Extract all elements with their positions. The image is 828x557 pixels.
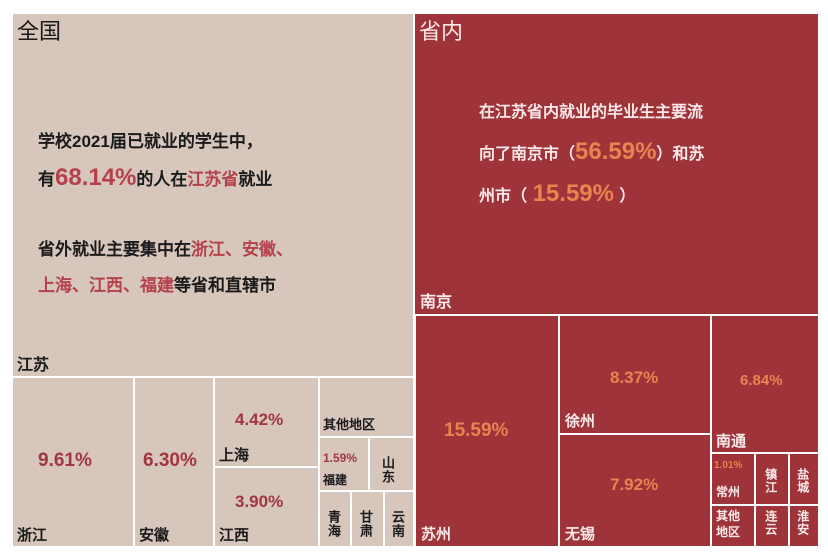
label-gansu: 甘肃: [356, 510, 372, 538]
national-panel: 全国 学校2021届已就业的学生中， 有68.14%的人在江苏省就业 省外就业主…: [13, 14, 413, 376]
nanjing-share: 56.59%: [575, 138, 657, 165]
pct-anhui: 6.30%: [143, 450, 197, 471]
suzhou-share: 15.59%: [532, 180, 614, 207]
label-changzhou: 常州: [716, 485, 741, 500]
provincial-title: 省内: [419, 20, 464, 45]
label-jiangxi: 江西: [219, 525, 250, 544]
cell-zhenjiang: 镇江: [756, 454, 788, 504]
pct-xuzhou: 8.37%: [610, 368, 659, 387]
national-title: 全国: [17, 20, 62, 45]
label-yancheng: 盐城: [795, 468, 810, 494]
label-qinghai: 青海: [324, 510, 340, 538]
provincial-summary-line1: 在江苏省内就业的毕业生主要流: [479, 102, 704, 121]
label-suzhou: 苏州: [421, 524, 452, 543]
pct-nantong: 6.84%: [740, 372, 783, 389]
cell-changzhou: 1.01% 常州: [712, 454, 754, 504]
pct-fujian: 1.59%: [323, 451, 358, 465]
label-wuxi: 无锡: [565, 524, 596, 543]
cell-shanghai: 4.42% 上海: [215, 378, 318, 466]
cell-huaian: 淮安: [790, 506, 818, 546]
label-national-other: 其他地区: [323, 418, 376, 434]
label-anhui: 安徽: [139, 525, 170, 544]
label-huaian: 淮安: [795, 510, 810, 536]
cell-suzhou: 15.59% 苏州: [416, 316, 558, 546]
label-fujian: 福建: [323, 473, 348, 488]
national-outside-line2: 上海、江西、福建等省和直辖市: [38, 276, 276, 296]
label-shandong: 山东: [378, 456, 394, 484]
label-yunnan: 云南: [388, 510, 404, 538]
cell-wuxi: 7.92% 无锡: [560, 435, 710, 546]
year: 2021: [72, 132, 110, 151]
cell-xuzhou: 8.37% 徐州: [560, 316, 710, 433]
label-xuzhou: 徐州: [565, 411, 596, 430]
provincial-panel: 省内 在江苏省内就业的毕业生主要流 向了南京市（56.59%）和苏 州市（ 15…: [415, 14, 818, 314]
cell-yunnan: 云南: [385, 492, 413, 546]
label-provincial-other: 其他地区: [716, 509, 741, 539]
cell-lianyun: 连云: [756, 506, 788, 546]
pct-wuxi: 7.92%: [610, 475, 659, 494]
cell-nantong: 6.84% 南通: [712, 316, 818, 452]
label-zhenjiang: 镇江: [763, 468, 778, 494]
national-summary-line1: 学校2021届已就业的学生中，: [38, 132, 263, 152]
provincial-summary-line2: 向了南京市（56.59%）和苏: [479, 138, 705, 165]
pct-changzhou: 1.01%: [714, 460, 743, 471]
cell-national-other: 其他地区: [320, 378, 413, 436]
provincial-summary-line3: 州市（ 15.59% ）: [479, 180, 636, 207]
national-outside-line1: 省外就业主要集中在浙江、安徽、: [38, 240, 293, 260]
jiangsu-share: 68.14%: [55, 164, 137, 191]
cell-zhejiang: 9.61% 浙江: [13, 378, 133, 546]
cell-jiangxi: 3.90% 江西: [215, 468, 318, 546]
cell-fujian: 1.59% 福建: [320, 438, 368, 490]
pct-jiangxi: 3.90%: [235, 492, 284, 511]
label-lianyun: 连云: [763, 510, 778, 536]
cell-qinghai: 青海: [320, 492, 350, 546]
pct-zhejiang: 9.61%: [38, 450, 92, 471]
label-nantong: 南通: [716, 431, 747, 450]
cell-gansu: 甘肃: [352, 492, 383, 546]
cell-yancheng: 盐城: [790, 454, 818, 504]
label-shanghai: 上海: [219, 445, 250, 464]
cell-shandong: 山东: [370, 438, 413, 490]
national-summary-line2: 有68.14%的人在江苏省就业: [38, 164, 273, 191]
cell-anhui: 6.30% 安徽: [135, 378, 213, 546]
label-nanjing: 南京: [420, 291, 453, 311]
label-zhejiang: 浙江: [17, 525, 48, 544]
pct-shanghai: 4.42%: [235, 410, 284, 429]
cell-provincial-other: 其他地区: [712, 506, 754, 546]
pct-suzhou: 15.59%: [444, 420, 509, 441]
cell-label-jiangsu: 江苏: [17, 354, 50, 374]
